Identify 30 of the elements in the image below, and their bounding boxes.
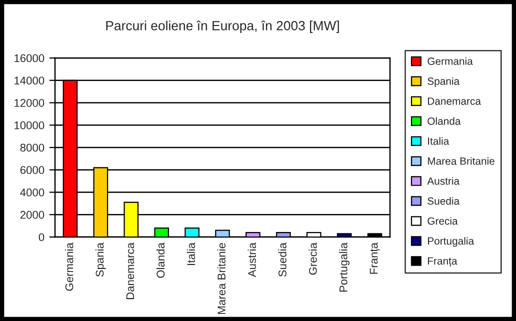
y-tick-label: 0 xyxy=(38,233,44,242)
legend-label: Olanda xyxy=(428,117,461,125)
x-tick-label: Danemarca xyxy=(126,242,134,300)
legend-label: Marea Britanie xyxy=(428,157,494,165)
x-tick-label: Spania xyxy=(96,242,106,277)
legend-label: Spania xyxy=(428,77,460,87)
y-tick-label: 4000 xyxy=(20,188,44,196)
y-tick-label: 8000 xyxy=(20,144,44,152)
y-tick-label: 10000 xyxy=(14,121,44,130)
x-tick-label: Franța xyxy=(370,242,380,274)
x-tick-label: Marea Britanie xyxy=(217,243,226,314)
x-tick-label: Olanda xyxy=(156,242,165,278)
legend-label: Germania xyxy=(428,57,473,65)
legend-label: Danemarca xyxy=(428,98,481,105)
legend-label: Suedia xyxy=(428,197,460,205)
y-tick-label: 2000 xyxy=(20,210,44,219)
y-tick-label: 14000 xyxy=(14,76,44,85)
y-tick-label: 16000 xyxy=(14,54,44,62)
y-tick-label: 12000 xyxy=(14,99,44,107)
x-tick-label: Grecia xyxy=(308,242,317,275)
x-tick-label: Portugalia xyxy=(339,242,350,292)
x-tick-label: Austria xyxy=(248,242,256,278)
chart-title: Parcuri eoliene în Europa, în 2003 [MW] xyxy=(106,20,339,33)
legend-label: Italia xyxy=(428,137,450,145)
legend-label: Grecia xyxy=(428,217,458,225)
legend-label: Austria xyxy=(427,177,460,185)
x-tick-label: Germania xyxy=(65,242,74,291)
x-tick-label: Suedia xyxy=(278,242,286,277)
x-tick-label: Italia xyxy=(186,242,196,265)
y-tick-label: 6000 xyxy=(20,166,44,174)
